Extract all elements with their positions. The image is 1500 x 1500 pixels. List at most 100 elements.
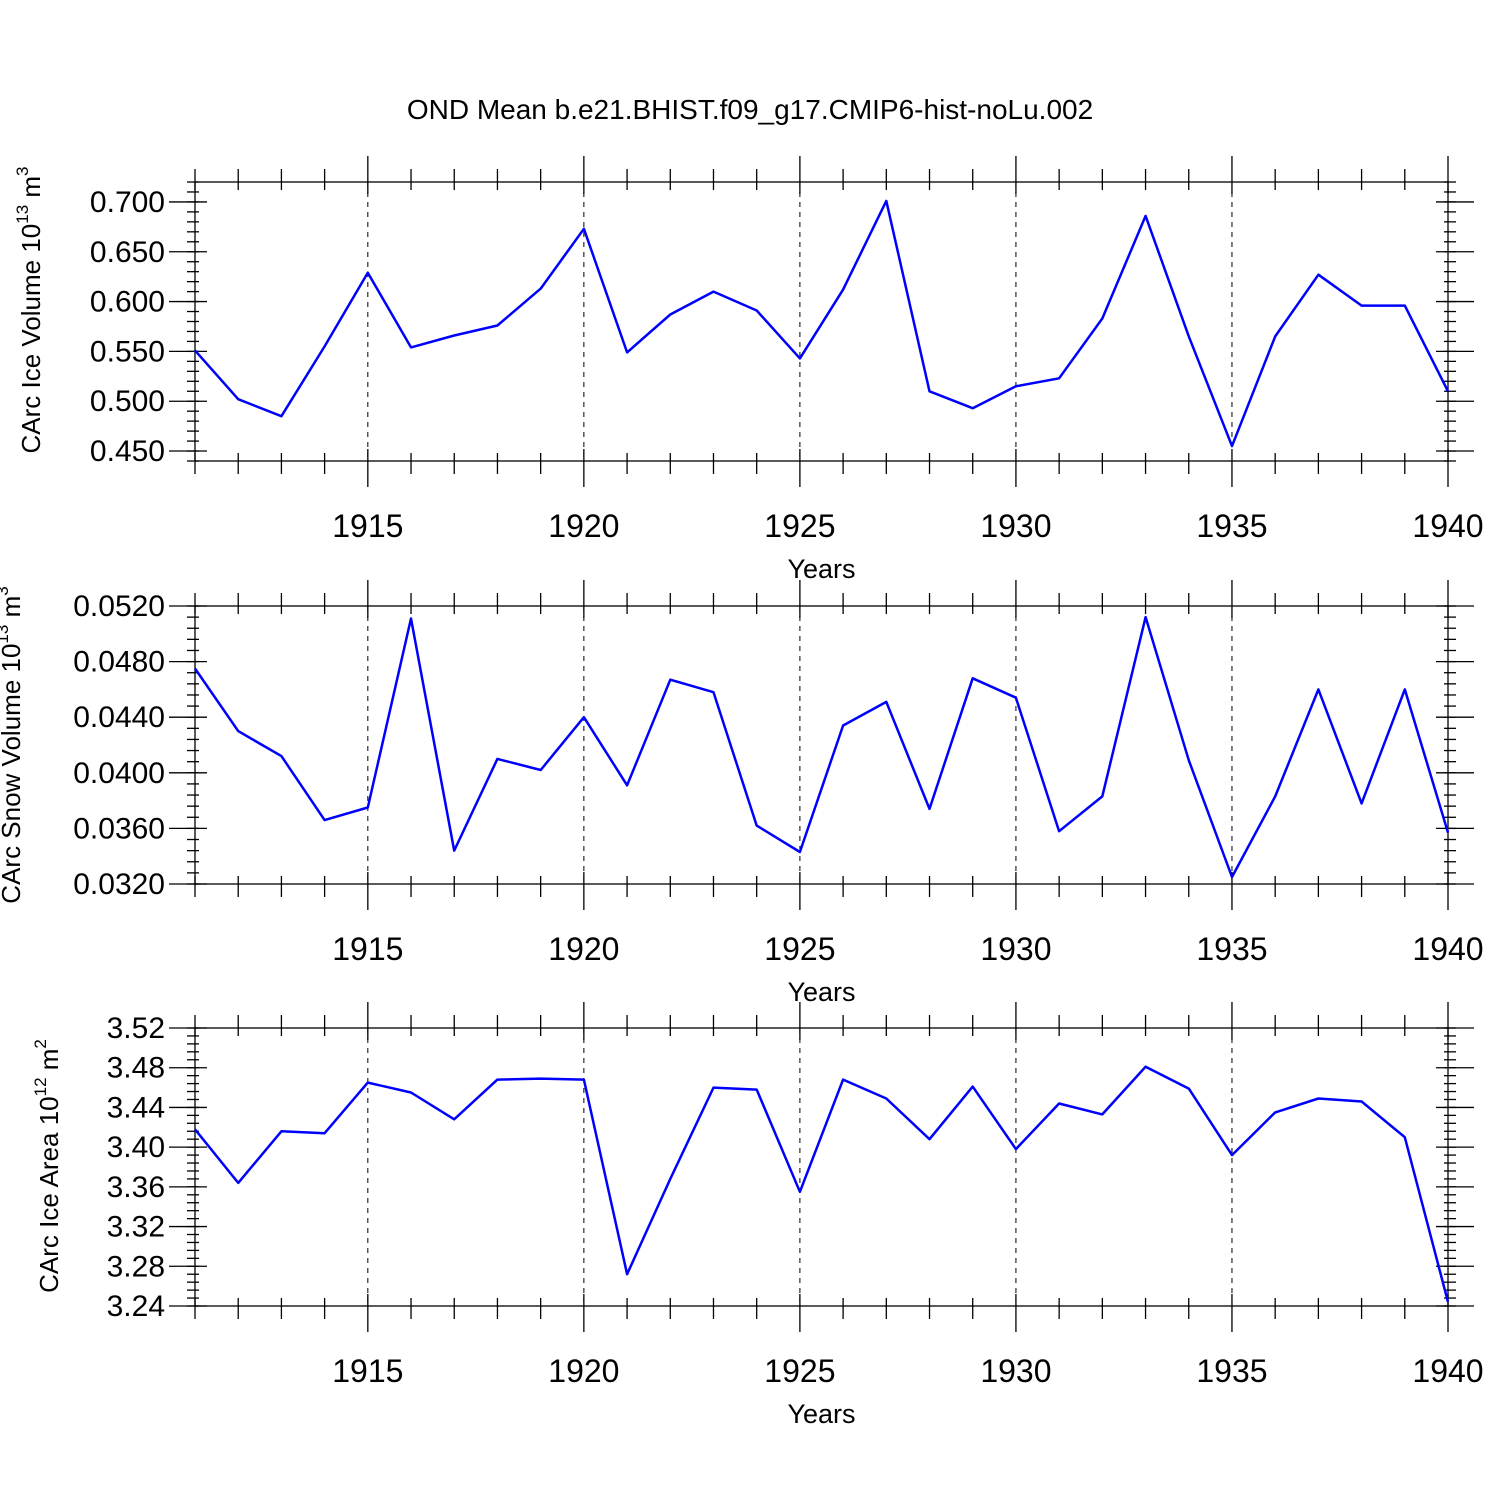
y-tick-label: 0.550	[90, 335, 165, 368]
y-axis-label: CArc Ice Area 1012 m2	[31, 1039, 64, 1293]
data-point	[625, 1272, 629, 1276]
x-tick-label: 1925	[764, 931, 835, 967]
y-tick-label: 0.0440	[73, 701, 165, 734]
data-point	[1100, 317, 1104, 321]
data-point	[928, 807, 932, 811]
data-point	[668, 313, 672, 317]
y-tick-label: 0.600	[90, 286, 165, 319]
y-tick-label: 0.0480	[73, 646, 165, 679]
data-point	[323, 1131, 327, 1135]
x-tick-label: 1930	[980, 508, 1051, 544]
y-tick-label: 3.24	[107, 1290, 165, 1323]
data-point	[928, 1137, 932, 1141]
data-point	[1187, 1087, 1191, 1091]
y-tick-label: 3.32	[107, 1211, 165, 1244]
data-point	[1144, 1065, 1148, 1069]
data-point	[495, 757, 499, 761]
chart-panel-2: 0.0320 0.0360 0.0400 0.0440 0.0480 0.0520 1915…	[0, 580, 1484, 1007]
data-point	[884, 700, 888, 704]
x-tick-label: 1920	[548, 508, 619, 544]
data-point	[539, 287, 543, 291]
series-line	[194, 1065, 1450, 1303]
data-point	[539, 1077, 543, 1081]
data-point	[279, 1129, 283, 1133]
data-point	[193, 1127, 197, 1131]
data-point	[236, 1181, 240, 1185]
data-point	[279, 754, 283, 758]
data-point	[193, 348, 197, 352]
x-tick-label: 1915	[332, 931, 403, 967]
data-point	[1230, 875, 1234, 879]
data-point	[1014, 1147, 1018, 1151]
y-tick-label: 0.0400	[73, 757, 165, 790]
data-point	[798, 356, 802, 360]
data-point	[1057, 829, 1061, 833]
plot-frame	[194, 605, 1449, 885]
data-point	[193, 667, 197, 671]
data-point	[452, 849, 456, 853]
data-point	[1316, 687, 1320, 691]
data-point	[1014, 696, 1018, 700]
data-point	[711, 1086, 715, 1090]
x-tick-label: 1935	[1196, 508, 1267, 544]
data-point	[711, 290, 715, 294]
chart-panel-1: 0.450 0.500 0.550 0.600 0.650 0.700 1915 1920 19…	[13, 156, 1484, 584]
data-point	[755, 824, 759, 828]
x-tick-label: 1915	[332, 1353, 403, 1389]
data-point	[452, 333, 456, 337]
data-point	[366, 1081, 370, 1085]
x-tick-label: 1935	[1196, 1353, 1267, 1389]
y-axis-label: CArc Snow Volume 1013 m3	[0, 586, 26, 903]
data-point	[1403, 304, 1407, 308]
data-point	[1446, 831, 1450, 835]
data-point	[1273, 794, 1277, 798]
data-point	[1360, 1099, 1364, 1103]
data-point	[1403, 1135, 1407, 1139]
data-point	[495, 323, 499, 327]
data-point	[323, 818, 327, 822]
y-tick-label: 0.0320	[73, 868, 165, 901]
y-tick-label: 0.0520	[73, 590, 165, 623]
data-point	[323, 344, 327, 348]
data-point	[1187, 334, 1191, 338]
data-point	[1014, 384, 1018, 388]
data-point	[409, 345, 413, 349]
data-point	[1360, 304, 1364, 308]
x-axis-label: Years	[787, 554, 855, 584]
x-tick-label: 1940	[1412, 1353, 1483, 1389]
data-point	[409, 1091, 413, 1095]
data-point	[884, 1096, 888, 1100]
y-tick-label: 0.0360	[73, 812, 165, 845]
data-point	[1316, 1096, 1320, 1100]
data-point	[1446, 389, 1450, 393]
data-point	[236, 397, 240, 401]
data-point	[971, 676, 975, 680]
y-tick-label: 3.40	[107, 1131, 165, 1164]
x-tick-label: 1940	[1412, 931, 1483, 967]
y-axis-label: CArc Ice Volume 1013 m3	[13, 166, 46, 453]
series-line	[194, 199, 1450, 448]
data-point	[1360, 801, 1364, 805]
data-point	[668, 678, 672, 682]
y-tick-label: 3.48	[107, 1052, 165, 1085]
data-point	[711, 690, 715, 694]
x-tick-label: 1940	[1412, 508, 1483, 544]
chart-panels: 0.450 0.500 0.550 0.600 0.650 0.700 1915 1920 19…	[0, 156, 1484, 1429]
y-tick-label: 3.36	[107, 1171, 165, 1204]
plot-frame	[194, 181, 1449, 462]
data-point	[1446, 1300, 1450, 1304]
data-point	[279, 414, 283, 418]
data-point	[625, 350, 629, 354]
y-tick-label: 0.500	[90, 385, 165, 418]
data-point	[582, 1078, 586, 1082]
data-point	[1057, 376, 1061, 380]
x-tick-label: 1930	[980, 1353, 1051, 1389]
x-axis-label: Years	[787, 1399, 855, 1429]
x-tick-label: 1925	[764, 1353, 835, 1389]
data-point	[1144, 615, 1148, 619]
data-point	[755, 1088, 759, 1092]
chart-title: OND Mean b.e21.BHIST.f09_g17.CMIP6-hist-…	[407, 94, 1093, 125]
y-tick-label: 0.650	[90, 236, 165, 269]
data-point	[366, 806, 370, 810]
